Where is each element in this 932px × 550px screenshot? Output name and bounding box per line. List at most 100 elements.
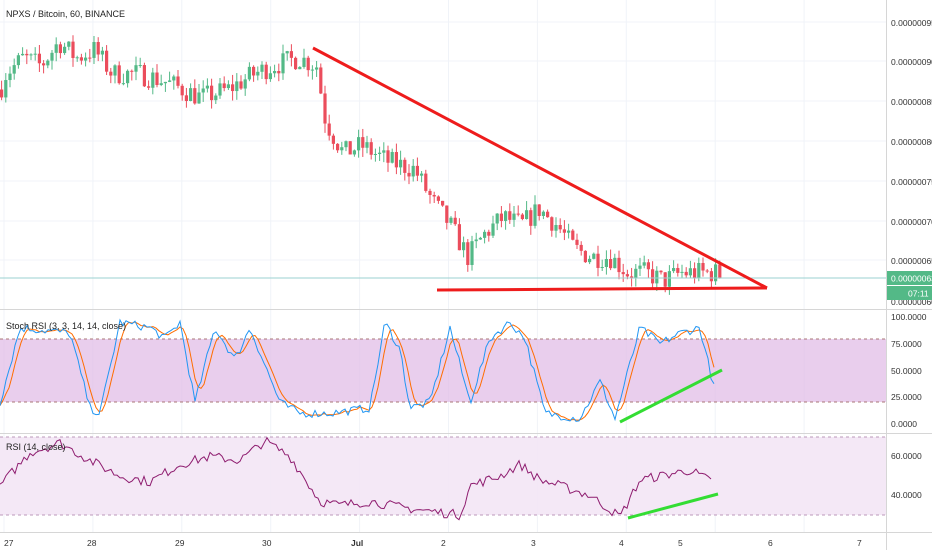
candle-body [243, 79, 247, 89]
candle-body [79, 57, 83, 61]
candle-body [483, 231, 487, 238]
candle [651, 261, 655, 290]
candle-body [357, 137, 361, 151]
countdown-tag-bg [887, 286, 932, 300]
candle [235, 73, 239, 100]
candle-body [214, 95, 218, 101]
candle-body [567, 230, 571, 233]
candle [226, 80, 230, 90]
candle-countdown: 07:11 [908, 289, 929, 299]
candle-body [705, 270, 709, 272]
candle-body [378, 152, 382, 154]
candle-body [252, 66, 256, 76]
candle [537, 204, 541, 221]
candle-body [403, 159, 407, 173]
candle [247, 62, 251, 82]
candle-body [609, 259, 613, 269]
candle-body [613, 257, 617, 269]
candle-body [142, 65, 146, 87]
candle [50, 50, 54, 70]
candle-body [621, 272, 625, 275]
candle [449, 216, 453, 225]
candle [630, 267, 634, 287]
candle-body [21, 53, 25, 56]
stoch-tick-label: 100.0000 [891, 312, 927, 322]
stoch-tick-label: 25.0000 [891, 392, 922, 402]
last-price-tag[interactable]: 0.00000063 07:11 [887, 271, 932, 300]
candle [285, 50, 289, 61]
candle [42, 60, 46, 74]
candle [130, 69, 134, 81]
support-trendline[interactable] [436, 286, 768, 292]
candle [361, 128, 365, 157]
candle-body [693, 268, 697, 279]
candle-body [327, 123, 331, 136]
candle-body [495, 213, 499, 224]
candle-body [294, 57, 298, 70]
candle-body [478, 237, 482, 240]
candle [457, 218, 461, 251]
candle [642, 255, 646, 269]
candle-body [449, 217, 453, 223]
candle-body [714, 264, 718, 282]
candle-body [184, 95, 188, 102]
candle-body [441, 200, 445, 206]
candle [617, 250, 621, 280]
candle-body [163, 81, 167, 84]
candle [84, 52, 88, 67]
candle [714, 258, 718, 285]
candle-body [50, 52, 54, 61]
candle [298, 66, 302, 70]
time-tick-label: 2 [441, 538, 446, 548]
candle-body [193, 88, 197, 104]
candle-body [499, 213, 503, 221]
candle [340, 141, 344, 155]
stoch-pane-title: Stoch RSI (3, 3, 14, 14, close) [6, 321, 126, 331]
candle [684, 267, 688, 278]
candle [151, 67, 155, 95]
candle-body [310, 69, 314, 71]
time-tick-label: 27 [4, 538, 14, 548]
candles-series [0, 35, 722, 295]
candle [436, 195, 440, 204]
candle [29, 53, 33, 61]
candle-body [151, 72, 155, 88]
candle-body [88, 57, 92, 59]
candle [344, 140, 348, 152]
candle-body [176, 76, 180, 86]
candle [415, 157, 419, 182]
candle-body [323, 93, 327, 124]
candle-body [113, 65, 117, 76]
candle-body [504, 211, 508, 221]
candle [504, 210, 508, 230]
candle-body [63, 46, 67, 54]
candle [176, 69, 180, 89]
candle [487, 229, 491, 242]
candle [546, 209, 550, 218]
candle [231, 74, 235, 101]
candle [184, 87, 188, 108]
candle-body [71, 41, 75, 58]
candle-body [634, 268, 638, 279]
candle [277, 63, 281, 82]
candle [701, 257, 705, 277]
rsi-divergence-line[interactable] [627, 492, 719, 520]
price-axis: 0.00000095 0.00000090 0.00000085 0.00000… [891, 18, 932, 307]
stoch-tick-label: 50.0000 [891, 366, 922, 376]
candle-body [247, 66, 251, 80]
stoch-divergence-line[interactable] [619, 368, 723, 424]
descending-trendline[interactable] [312, 46, 768, 290]
rsi-pane-title: RSI (14, close) [6, 442, 66, 452]
candle [592, 252, 596, 260]
candle [420, 171, 424, 183]
candle-body [655, 270, 659, 284]
candle [411, 159, 415, 182]
candle [117, 61, 121, 85]
candle-body [588, 258, 592, 263]
candle-body [659, 270, 663, 273]
candle-body [235, 81, 239, 92]
candle-body [630, 276, 634, 279]
stoch-tick-label: 75.0000 [891, 339, 922, 349]
candle [37, 44, 41, 72]
candle-body [285, 51, 289, 54]
